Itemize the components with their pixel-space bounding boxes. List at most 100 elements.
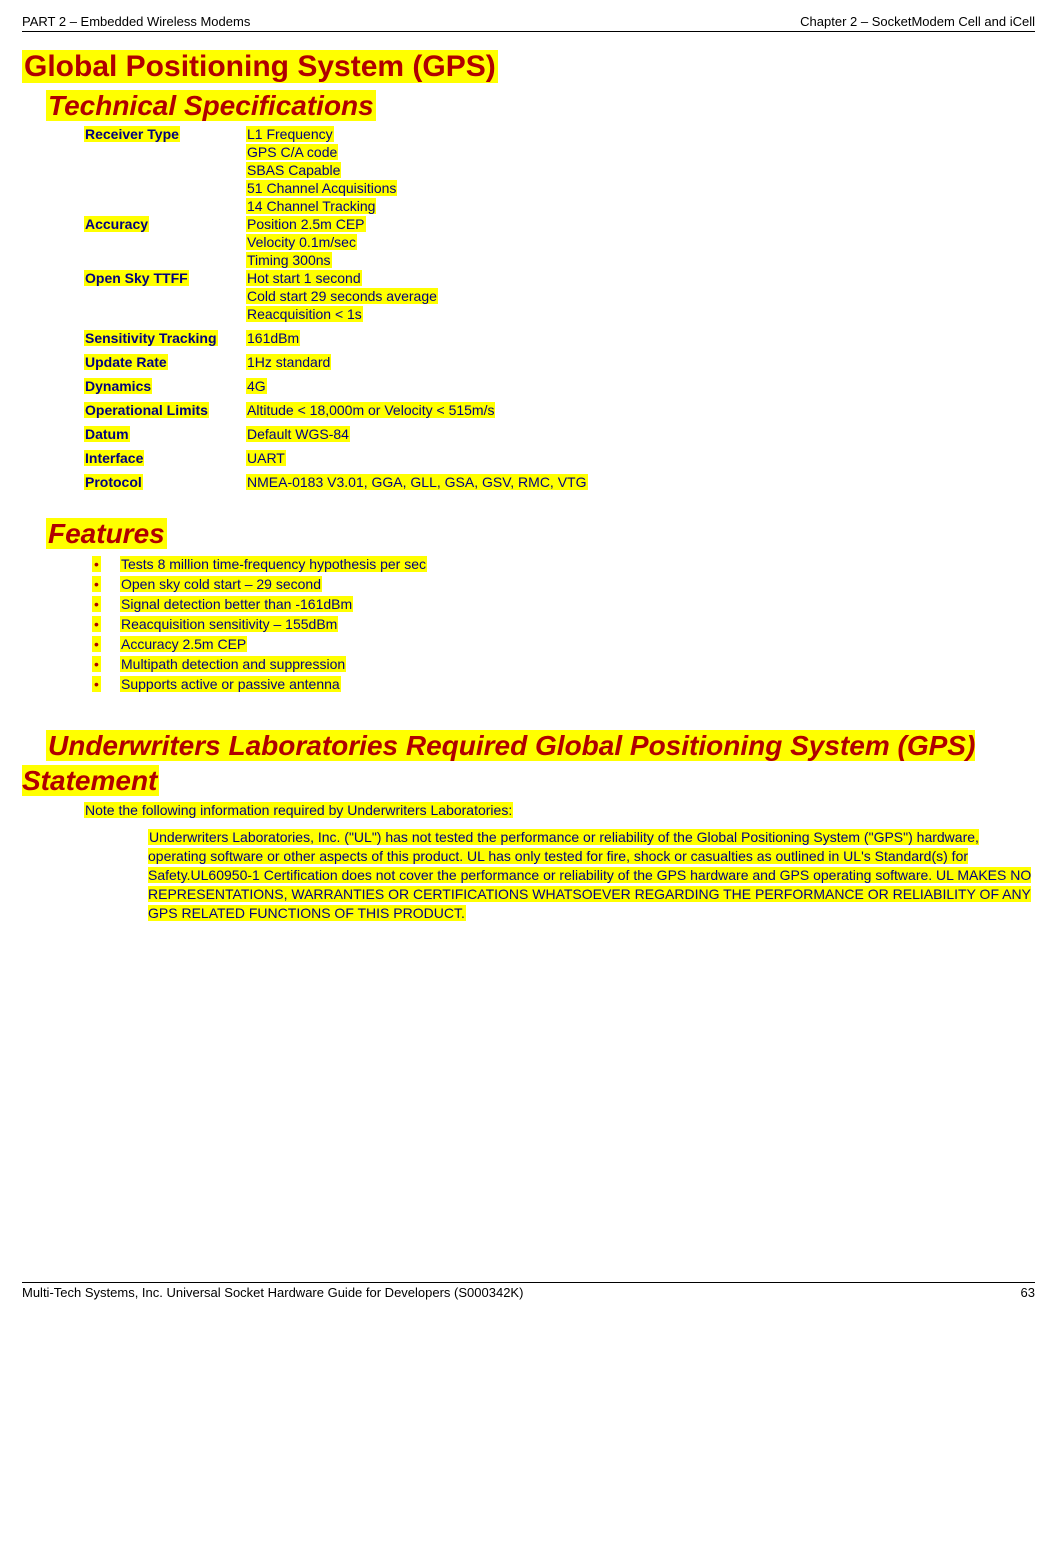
spec-label (84, 234, 246, 250)
feature-text-wrap: Tests 8 million time-frequency hypothesi… (120, 556, 427, 572)
feature-text: Tests 8 million time-frequency hypothesi… (120, 556, 427, 572)
specs-heading-row: Technical Specifications (22, 90, 1035, 122)
spec-value: NMEA-0183 V3.01, GGA, GLL, GSA, GSV, RMC… (246, 474, 1035, 490)
spec-label: Datum (84, 426, 246, 442)
spec-label (84, 306, 246, 322)
spec-value: 14 Channel Tracking (246, 198, 1035, 214)
spec-value: Hot start 1 second (246, 270, 1035, 286)
spec-value: 51 Channel Acquisitions (246, 180, 1035, 196)
feature-text-wrap: Open sky cold start – 29 second (120, 576, 322, 592)
spec-label-text: Update Rate (84, 354, 168, 370)
ul-body: Underwriters Laboratories, Inc. ("UL") h… (148, 829, 1031, 921)
spec-value-text: 51 Channel Acquisitions (246, 180, 397, 196)
spec-label-text: Operational Limits (84, 402, 209, 418)
spec-label: Sensitivity Tracking (84, 330, 246, 346)
spec-value-text: Position 2.5m CEP (246, 216, 366, 232)
spec-value-text: UART (246, 450, 286, 466)
ul-note: Note the following information required … (84, 802, 513, 818)
spec-row: Update Rate 1Hz standard (84, 354, 1035, 370)
spec-value-text: 14 Channel Tracking (246, 198, 376, 214)
spec-row: Velocity 0.1m/sec (84, 234, 1035, 250)
spec-label: Interface (84, 450, 246, 466)
spec-row: SBAS Capable (84, 162, 1035, 178)
spec-row: Reacquisition < 1s (84, 306, 1035, 322)
spec-label (84, 180, 246, 196)
specs-table: Receiver Type L1 Frequency GPS C/A code SBA… (84, 126, 1035, 490)
spec-row: GPS C/A code (84, 144, 1035, 160)
spec-label (84, 198, 246, 214)
bullet-icon: • (92, 576, 120, 592)
spec-label-text: Sensitivity Tracking (84, 330, 218, 346)
feature-item: •Supports active or passive antenna (92, 676, 1035, 692)
feature-text: Reacquisition sensitivity – 155dBm (120, 616, 338, 632)
feature-text: Accuracy 2.5m CEP (120, 636, 247, 652)
spec-value: 4G (246, 378, 1035, 394)
spec-row: Operational Limits Altitude < 18,000m or… (84, 402, 1035, 418)
title-row: Global Positioning System (GPS) (22, 50, 1035, 84)
spec-value-text: 1Hz standard (246, 354, 331, 370)
spec-label (84, 288, 246, 304)
spec-value-text: Altitude < 18,000m or Velocity < 515m/s (246, 402, 495, 418)
feature-text-wrap: Multipath detection and suppression (120, 656, 346, 672)
spec-label-text: Dynamics (84, 378, 152, 394)
feature-text-wrap: Reacquisition sensitivity – 155dBm (120, 616, 338, 632)
spec-label-text: Receiver Type (84, 126, 180, 142)
spec-value: L1 Frequency (246, 126, 1035, 142)
header-left: PART 2 – Embedded Wireless Modems (22, 14, 250, 29)
spec-label (84, 252, 246, 268)
spec-value: GPS C/A code (246, 144, 1035, 160)
feature-text: Signal detection better than -161dBm (120, 596, 353, 612)
spec-row: Open Sky TTFF Hot start 1 second (84, 270, 1035, 286)
feature-item: •Multipath detection and suppression (92, 656, 1035, 672)
spec-label (84, 162, 246, 178)
spec-row: 51 Channel Acquisitions (84, 180, 1035, 196)
spec-row: AccuracyPosition 2.5m CEP (84, 216, 1035, 232)
feature-text: Supports active or passive antenna (120, 676, 341, 692)
page: PART 2 – Embedded Wireless Modems Chapte… (0, 0, 1057, 1314)
features-list: •Tests 8 million time-frequency hypothes… (92, 556, 1035, 692)
feature-item: •Reacquisition sensitivity – 155dBm (92, 616, 1035, 632)
footer-left: Multi-Tech Systems, Inc. Universal Socke… (22, 1285, 523, 1300)
features-heading-row: Features (22, 518, 1035, 550)
spec-row: Timing 300ns (84, 252, 1035, 268)
spec-row: 14 Channel Tracking (84, 198, 1035, 214)
bullet-icon: • (92, 676, 120, 692)
feature-text: Multipath detection and suppression (120, 656, 346, 672)
spec-value: 161dBm (246, 330, 1035, 346)
spec-value: Altitude < 18,000m or Velocity < 515m/s (246, 402, 1035, 418)
spec-label (84, 144, 246, 160)
spec-label: Operational Limits (84, 402, 246, 418)
spec-label: Dynamics (84, 378, 246, 394)
spec-label: Receiver Type (84, 126, 246, 142)
header-right: Chapter 2 – SocketModem Cell and iCell (800, 14, 1035, 29)
ul-body-row: Underwriters Laboratories, Inc. ("UL") h… (148, 828, 1035, 922)
spec-value-text: Timing 300ns (246, 252, 332, 268)
spec-value: Reacquisition < 1s (246, 306, 1035, 322)
features-heading: Features (46, 518, 167, 549)
spec-row: ProtocolNMEA-0183 V3.01, GGA, GLL, GSA, … (84, 474, 1035, 490)
feature-text: Open sky cold start – 29 second (120, 576, 322, 592)
spec-value: Position 2.5m CEP (246, 216, 1035, 232)
spec-value-text: SBAS Capable (246, 162, 341, 178)
spec-value-text: Hot start 1 second (246, 270, 362, 286)
spec-value: SBAS Capable (246, 162, 1035, 178)
bullet-icon: • (92, 616, 120, 632)
spec-value: 1Hz standard (246, 354, 1035, 370)
spec-value-text: NMEA-0183 V3.01, GGA, GLL, GSA, GSV, RMC… (246, 474, 588, 490)
spec-value-text: GPS C/A code (246, 144, 338, 160)
spec-value: Timing 300ns (246, 252, 1035, 268)
bullet-icon: • (92, 556, 120, 572)
spec-value-text: 161dBm (246, 330, 300, 346)
feature-item: •Accuracy 2.5m CEP (92, 636, 1035, 652)
feature-text-wrap: Supports active or passive antenna (120, 676, 341, 692)
specs-heading: Technical Specifications (46, 90, 376, 121)
spec-value-text: Default WGS-84 (246, 426, 350, 442)
spec-value-text: Velocity 0.1m/sec (246, 234, 357, 250)
bullet-icon: • (92, 656, 120, 672)
spec-label-text: Datum (84, 426, 130, 442)
spec-value-text: Cold start 29 seconds average (246, 288, 438, 304)
spec-label-text: Open Sky TTFF (84, 270, 189, 286)
spec-row: Cold start 29 seconds average (84, 288, 1035, 304)
spec-row: Datum Default WGS-84 (84, 426, 1035, 442)
footer-right: 63 (1021, 1285, 1035, 1300)
